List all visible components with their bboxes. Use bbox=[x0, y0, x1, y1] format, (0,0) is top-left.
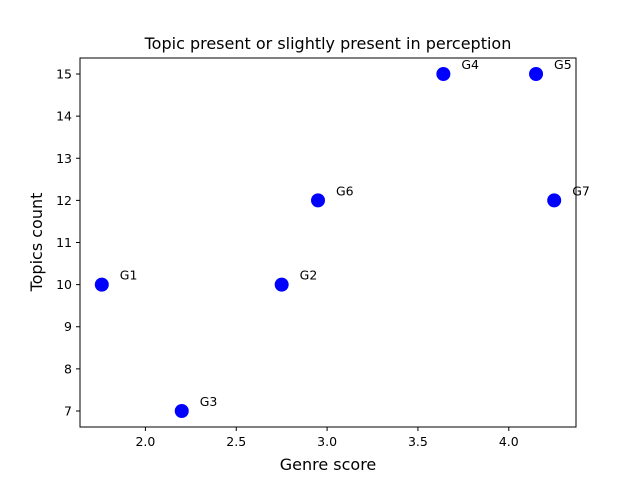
plot-frame bbox=[79, 57, 577, 428]
y-tick-label: 8 bbox=[64, 361, 72, 376]
data-point bbox=[174, 403, 189, 418]
point-label: G7 bbox=[572, 183, 590, 198]
y-tick-label: 12 bbox=[56, 193, 72, 208]
data-point bbox=[274, 277, 289, 292]
chart-title: Topic present or slightly present in per… bbox=[144, 34, 512, 53]
x-tick-label: 3.0 bbox=[317, 434, 337, 449]
data-point bbox=[311, 193, 326, 208]
y-tick-label: 10 bbox=[56, 277, 72, 292]
x-tick-label: 3.5 bbox=[408, 434, 428, 449]
y-axis-label: Topics count bbox=[27, 193, 46, 293]
x-axis: 2.0 2.5 3.0 3.5 4.0 bbox=[135, 427, 519, 449]
x-axis-label: Genre score bbox=[280, 455, 377, 474]
y-tick-label: 9 bbox=[64, 319, 72, 334]
y-axis: 7 8 9 10 11 12 13 14 15 bbox=[56, 67, 80, 418]
y-tick-label: 15 bbox=[56, 67, 72, 82]
data-point bbox=[547, 193, 562, 208]
point-label: G4 bbox=[461, 57, 479, 72]
point-label: G1 bbox=[120, 268, 138, 283]
y-tick-label: 7 bbox=[64, 403, 72, 418]
x-tick-label: 2.0 bbox=[135, 434, 155, 449]
plot-area: G1 G2 G3 G4 G5 G6 G7 bbox=[94, 57, 590, 418]
y-tick-label: 14 bbox=[56, 109, 72, 124]
point-label: G5 bbox=[554, 57, 572, 72]
x-tick-label: 4.0 bbox=[499, 434, 519, 449]
point-label: G2 bbox=[300, 268, 318, 283]
data-point bbox=[436, 67, 451, 82]
data-point bbox=[94, 277, 109, 292]
point-label: G3 bbox=[200, 394, 218, 409]
point-label: G6 bbox=[336, 183, 354, 198]
data-point bbox=[529, 67, 544, 82]
x-tick-label: 2.5 bbox=[226, 434, 246, 449]
y-tick-label: 13 bbox=[56, 151, 72, 166]
y-tick-label: 11 bbox=[56, 235, 72, 250]
